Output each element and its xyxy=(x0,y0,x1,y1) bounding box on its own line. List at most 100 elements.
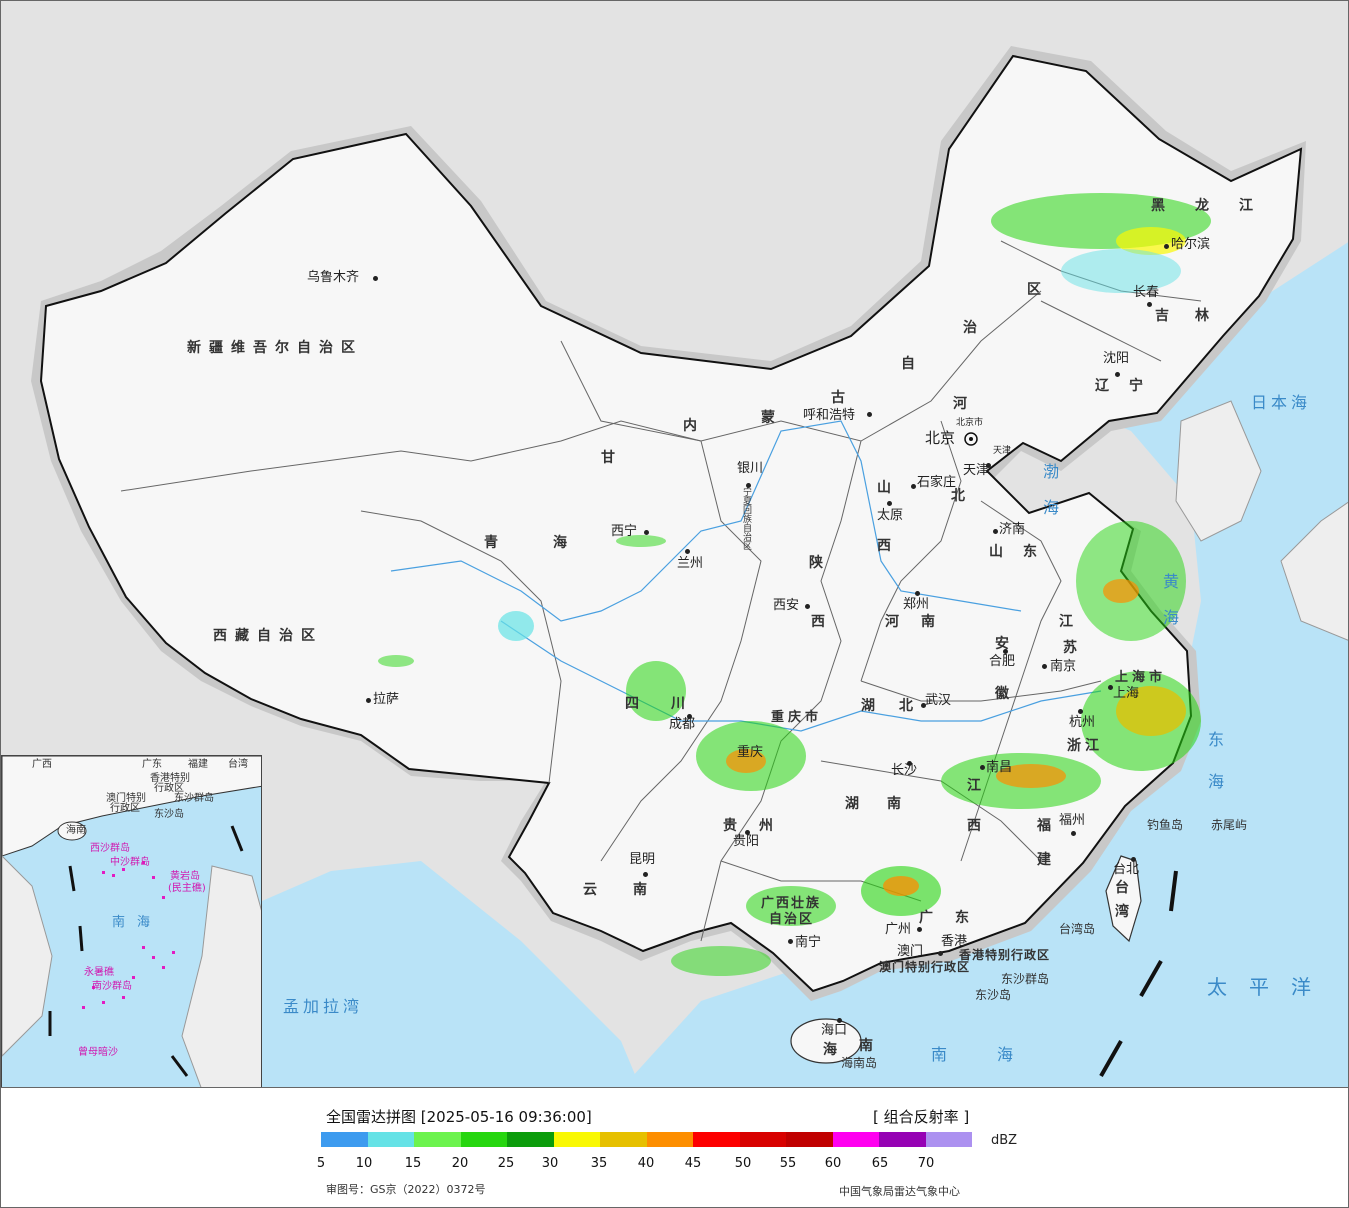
city-shanghai: 上海 xyxy=(1113,686,1140,701)
province-hunan: 湖南 xyxy=(845,796,929,812)
city-dot xyxy=(887,501,892,506)
island-chiwei: 赤尾屿 xyxy=(1211,818,1248,832)
province-xinjiang: 新疆维吾尔自治区 xyxy=(187,340,363,356)
city-guiyang: 贵阳 xyxy=(733,834,760,849)
island-taiwan: 台湾岛 xyxy=(1059,922,1096,936)
city-nanning: 南宁 xyxy=(795,935,822,950)
sea-huanghai: 黄海 xyxy=(1160,573,1179,645)
map-canvas xyxy=(31,46,1348,1087)
sea-bohai: 渤海 xyxy=(1040,463,1059,535)
province-anhui-hui: 徽 xyxy=(995,686,1029,702)
south-china-sea-inset: 广西 广东 福建 台湾 香港特别 行政区 澳门特别 行政区 东沙群岛 东沙岛 海… xyxy=(1,755,262,1087)
japan-sea-area xyxy=(1211,242,1348,461)
city-hefei: 合肥 xyxy=(989,654,1016,669)
city-shijiazhuang: 石家庄 xyxy=(917,475,957,490)
inset-zengmu: 曾母暗沙 xyxy=(78,1047,118,1058)
city-dot xyxy=(986,463,991,468)
province-fujian-fu: 福 xyxy=(1037,818,1071,834)
legend-tick-15: 15 xyxy=(404,1156,422,1171)
city-jinan: 济南 xyxy=(999,522,1026,537)
city-taibei: 台北 xyxy=(1113,862,1140,877)
legend-unit: dBZ xyxy=(991,1133,1018,1148)
japan-land xyxy=(1280,501,1348,641)
legend-tick-55: 55 xyxy=(779,1156,797,1171)
province-hebei-bei: 北 xyxy=(951,488,985,504)
city-nanchang: 南昌 xyxy=(986,760,1013,775)
province-guizhou: 贵州 xyxy=(723,818,795,834)
inset-canvas xyxy=(2,756,261,1087)
legend-title: 全国雷达拼图 [2025-05-16 09:36:00] xyxy=(326,1108,592,1126)
province-jilin: 吉林 xyxy=(1155,308,1235,324)
city-dot xyxy=(1115,372,1120,377)
legend-tick-10: 10 xyxy=(355,1156,373,1171)
city-dot xyxy=(687,714,692,719)
city-dot xyxy=(938,951,943,956)
province-xizang: 西藏自治区 xyxy=(213,628,323,644)
hainan-island xyxy=(790,1018,862,1064)
island-diaoyu: 钓鱼岛 xyxy=(1147,818,1184,832)
city-tianjinshi: 天津 xyxy=(993,446,1012,456)
city-dot xyxy=(373,276,378,281)
city-macao: 澳门 xyxy=(897,944,924,959)
province-neimenggu-zi: 自 xyxy=(901,356,935,372)
city-dot xyxy=(805,604,810,609)
city-dot xyxy=(915,591,920,596)
city-dot xyxy=(1164,244,1169,249)
inset-guangxi: 广西 xyxy=(32,759,52,770)
province-shaanxi-xi: 西 xyxy=(811,614,845,630)
province-yunnan: 云南 xyxy=(583,882,683,898)
east-sea-area xyxy=(622,301,1348,1087)
province-jiangxi-xi: 西 xyxy=(967,818,1001,834)
province-borders xyxy=(120,240,1202,942)
city-dot xyxy=(921,703,926,708)
city-nanjing: 南京 xyxy=(1050,659,1077,674)
city-yinchuan: 银川 xyxy=(737,461,764,476)
city-harbin: 哈尔滨 xyxy=(1171,237,1211,252)
province-shaanxi-shan: 陕 xyxy=(809,555,843,571)
city-tianjin: 天津 xyxy=(963,463,990,478)
city-changchun: 长春 xyxy=(1133,285,1160,300)
province-jiangsu-su: 苏 xyxy=(1063,640,1097,656)
maritime-boundary xyxy=(1099,870,1178,1077)
hk-sar-label: 香港特别行政区 xyxy=(959,948,1051,962)
legend-tick-35: 35 xyxy=(590,1156,608,1171)
city-hohhot: 呼和浩特 xyxy=(803,408,856,423)
province-qinghai: 青海 xyxy=(484,535,622,551)
inset-nansha: 南沙群岛 xyxy=(92,981,132,992)
island-dongsha: 东沙岛 xyxy=(975,988,1012,1002)
city-fuzhou: 福州 xyxy=(1059,813,1086,828)
sea-bengal: 孟加拉湾 xyxy=(283,997,364,1016)
province-liaoning: 辽宁 xyxy=(1095,378,1163,394)
inset-hk2: 行政区 xyxy=(154,783,184,794)
inset-dongshadao: 东沙岛 xyxy=(154,809,184,820)
legend-tick-50: 50 xyxy=(734,1156,752,1171)
city-taiyuan: 太原 xyxy=(877,508,904,523)
macao-sar-label: 澳门特别行政区 xyxy=(879,960,971,974)
province-neimenggu-qu: 区 xyxy=(1027,282,1061,298)
province-zhejiang: 浙江 xyxy=(1067,738,1103,754)
city-dot xyxy=(1078,709,1083,714)
province-hainan-nan: 南 xyxy=(859,1038,893,1054)
province-neimenggu-zhi: 治 xyxy=(963,320,997,336)
legend-tick-60: 60 xyxy=(824,1156,842,1171)
legend-swatch-10 xyxy=(786,1132,833,1147)
sea-japan: 日本海 xyxy=(1251,393,1312,412)
city-haikou: 海口 xyxy=(821,1023,848,1038)
province-anhui-an: 安 xyxy=(995,636,1029,652)
inset-fujian: 福建 xyxy=(188,759,208,770)
city-hangzhou: 杭州 xyxy=(1069,715,1096,730)
province-jiangxi-jiang: 江 xyxy=(967,778,1001,794)
city-dot xyxy=(643,872,648,877)
inset-taiwan: 台湾 xyxy=(228,759,248,770)
credit-text: 中国气象局雷达气象中心 xyxy=(839,1185,960,1198)
province-shanghai: 上海市 xyxy=(1115,670,1167,685)
province-fujian-jian: 建 xyxy=(1037,852,1071,868)
province-shanxi-xi: 西 xyxy=(877,538,911,554)
city-chongqing: 重庆 xyxy=(737,745,764,760)
province-hebei-he: 河 xyxy=(953,396,987,412)
province-shandong: 山东 xyxy=(989,544,1057,560)
province-chongqing: 重庆市 xyxy=(771,710,823,725)
city-changsha: 长沙 xyxy=(891,763,918,778)
province-sichuan: 四川 xyxy=(625,696,717,712)
city-dot xyxy=(685,549,690,554)
